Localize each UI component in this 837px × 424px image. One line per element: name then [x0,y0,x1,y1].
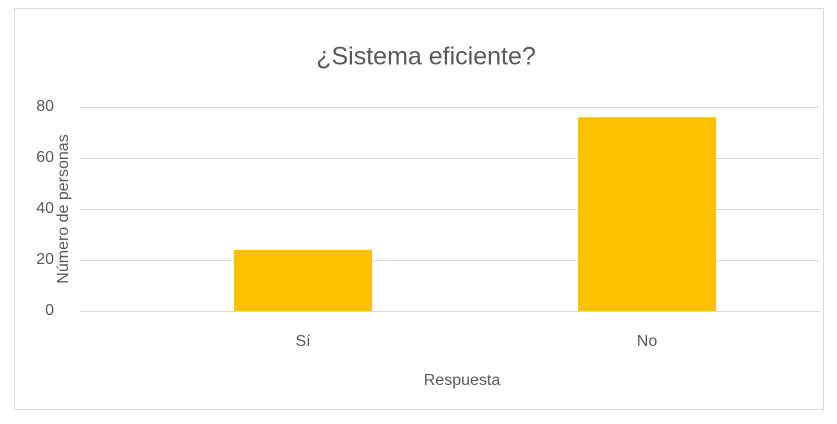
y-tick-label: 60 [36,149,54,166]
y-axis-title: Número de personas [55,134,72,283]
y-tick-label: 20 [36,251,54,268]
y-tick-label: 0 [45,302,54,319]
x-axis-title: Respuesta [424,372,501,389]
x-tick-label: Sí [295,333,311,350]
chart-title: ¿Sistema eficiente? [316,43,536,71]
bar [234,249,372,311]
y-tick-label: 40 [36,200,54,217]
bar [578,117,716,311]
x-tick-label: No [637,333,658,350]
y-tick-label: 80 [36,98,54,115]
